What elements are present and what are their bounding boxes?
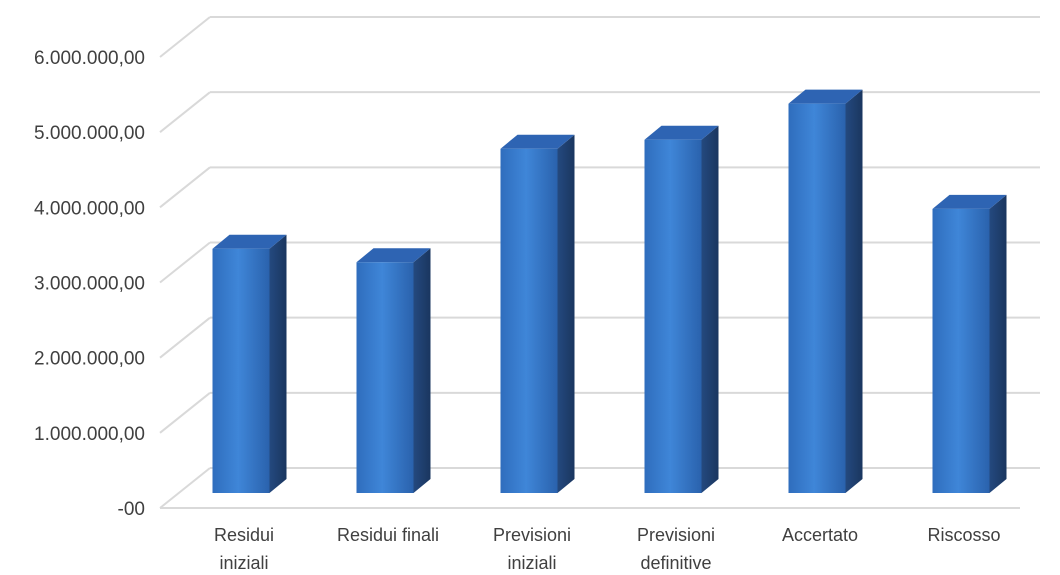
bar-front bbox=[788, 103, 846, 494]
bar-top bbox=[932, 194, 1007, 209]
x-tick-label: Accertato bbox=[782, 525, 858, 545]
bar-front bbox=[212, 248, 270, 493]
y-tick-label: 6.000.000,00 bbox=[34, 48, 145, 69]
y-tick-label: 2.000.000,00 bbox=[34, 349, 145, 370]
y-tick-label: 5.000.000,00 bbox=[34, 123, 145, 144]
x-tick-label: Previsioni iniziali bbox=[493, 525, 571, 573]
y-tick-label: -00 bbox=[118, 499, 145, 520]
gridlines bbox=[159, 16, 1040, 509]
gridline bbox=[159, 91, 1040, 133]
bar bbox=[788, 89, 863, 494]
x-tick-label: Previsioni definitive bbox=[637, 525, 715, 573]
y-tick-label: 3.000.000,00 bbox=[34, 274, 145, 295]
bar bbox=[932, 194, 1007, 493]
bar bbox=[356, 248, 431, 493]
gridline bbox=[159, 391, 1040, 434]
x-tick-label: Residui iniziali bbox=[214, 525, 274, 573]
x-tick-label: Riscosso bbox=[927, 525, 1000, 545]
bar-front bbox=[356, 262, 414, 493]
gridline bbox=[159, 241, 1040, 284]
bar-side bbox=[413, 248, 431, 493]
y-tick-label: 4.000.000,00 bbox=[34, 198, 145, 219]
bar-side bbox=[701, 125, 719, 493]
bar-top bbox=[500, 134, 575, 149]
bar-top bbox=[788, 89, 863, 104]
bar-side bbox=[269, 234, 287, 494]
bar-front bbox=[500, 148, 558, 493]
gridline bbox=[159, 16, 1040, 58]
bar-side bbox=[989, 194, 1007, 493]
y-tick-label: 1.000.000,00 bbox=[34, 424, 145, 445]
bar-top bbox=[212, 234, 287, 249]
bars bbox=[212, 89, 1007, 494]
bar-front bbox=[644, 139, 702, 493]
y-axis: -00 1.000.000,00 2.000.000,00 3.000.000,00 4… bbox=[34, 48, 145, 520]
gridline bbox=[159, 316, 1040, 359]
gridline bbox=[159, 166, 1040, 209]
gridline bbox=[159, 467, 1040, 509]
bar-front bbox=[932, 208, 990, 493]
bar bbox=[500, 134, 575, 493]
bar-side bbox=[557, 134, 575, 493]
x-axis: Residui iniziali Residui finali Previsioni i… bbox=[214, 525, 1001, 573]
bar-side bbox=[845, 89, 863, 494]
bar bbox=[644, 125, 719, 493]
bar bbox=[212, 234, 287, 494]
bar-top bbox=[644, 125, 719, 140]
x-tick-label: Residui finali bbox=[337, 525, 439, 545]
bar-top bbox=[356, 248, 431, 263]
